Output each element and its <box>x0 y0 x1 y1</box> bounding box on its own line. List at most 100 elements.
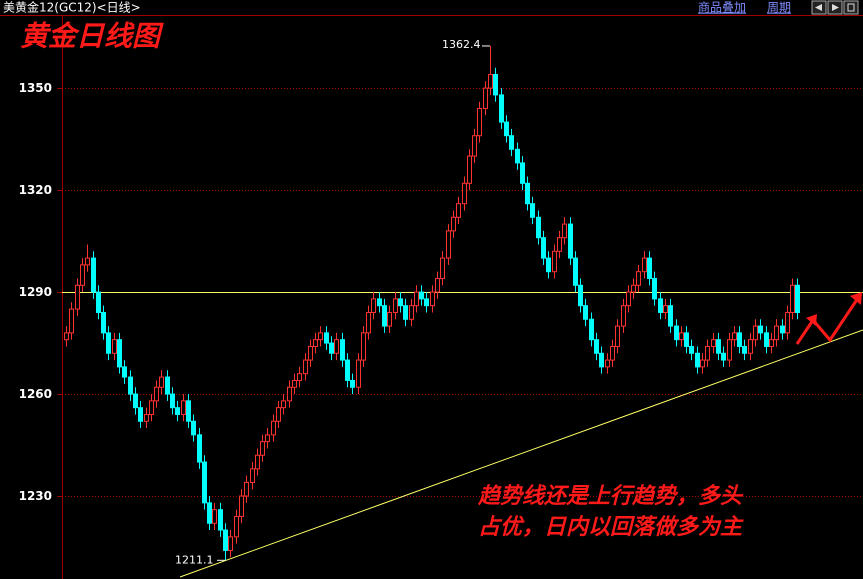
high-label: 1362.4 <box>442 38 481 51</box>
candle-body <box>509 135 514 150</box>
candle-body <box>780 325 785 334</box>
candle-body <box>313 339 318 347</box>
candle-body <box>621 305 626 327</box>
btn-zoom[interactable] <box>843 0 859 15</box>
candle-body <box>159 376 164 388</box>
candle-body <box>361 332 366 361</box>
candle-body <box>393 298 398 313</box>
candle-body <box>568 223 573 259</box>
candle-body <box>605 359 610 368</box>
candle-body <box>520 162 525 184</box>
y-tick-label: 1320 <box>19 183 52 197</box>
candle-body <box>700 359 705 368</box>
candle-body <box>764 332 769 347</box>
candle-body <box>181 400 186 415</box>
candle-body <box>541 237 546 259</box>
candle-body <box>610 345 615 361</box>
candle-body <box>112 339 117 354</box>
candle-body <box>493 74 498 96</box>
candle-body <box>435 277 440 293</box>
candle-body <box>652 277 657 300</box>
candle-body <box>297 373 302 381</box>
candle-body <box>91 257 96 293</box>
candle-body <box>658 298 663 313</box>
candle-body <box>239 495 244 517</box>
candle-body <box>451 216 456 232</box>
candle-body <box>753 325 758 341</box>
candle-body <box>419 291 424 300</box>
candle-body <box>387 311 392 327</box>
chart-title: 美黄金12(GC12)<日线> <box>3 0 141 15</box>
candle-body <box>668 305 673 327</box>
trend-drawing <box>179 292 863 578</box>
candle-body <box>170 393 175 409</box>
arrow-head <box>806 314 817 326</box>
candle-body <box>281 400 286 409</box>
candle-body <box>96 291 101 313</box>
candle-body <box>504 121 509 137</box>
annotation-title: 黄金日线图 <box>20 20 164 53</box>
candle-body <box>324 332 329 344</box>
candle-body <box>149 400 154 415</box>
candle-body <box>85 257 90 266</box>
menu-period[interactable]: 周期 <box>767 1 791 15</box>
candle-body <box>101 311 106 334</box>
candle-body <box>260 441 265 456</box>
candle-body <box>711 339 716 347</box>
candle-body <box>398 298 403 307</box>
candle-body <box>287 386 292 402</box>
candle-body <box>477 108 482 137</box>
forecast-arrow <box>795 297 860 345</box>
candle-body <box>175 407 180 415</box>
candle-body <box>488 74 493 89</box>
candle-body <box>727 339 732 361</box>
candle-body <box>255 454 260 470</box>
candles <box>64 45 800 561</box>
candle-body <box>589 318 594 341</box>
candle-body <box>742 345 747 354</box>
candle-body <box>75 284 80 310</box>
candle-body <box>689 345 694 354</box>
candle-body <box>345 359 350 381</box>
candle-body <box>557 237 562 252</box>
candle-body <box>467 155 472 184</box>
candle-body <box>769 339 774 347</box>
grid: 1230 1260 1290 1320 1350 <box>19 81 863 503</box>
candle-body <box>191 420 196 436</box>
icon <box>847 3 855 12</box>
candle-body <box>334 339 339 354</box>
candle-body <box>228 536 233 551</box>
candle-body <box>525 182 530 205</box>
candle-body <box>318 332 323 341</box>
candle-body <box>377 298 382 307</box>
candle-body <box>276 407 281 422</box>
candle-body <box>244 481 249 497</box>
candle-body <box>186 400 191 422</box>
candle-body <box>578 284 583 307</box>
candle-body <box>207 502 212 524</box>
candle-body <box>212 509 217 524</box>
y-tick-label: 1260 <box>19 387 52 401</box>
y-tick-label: 1230 <box>19 489 52 503</box>
candle-body <box>546 257 551 273</box>
candle-body <box>197 434 202 463</box>
candle-body <box>144 413 149 422</box>
candle-body <box>748 339 753 354</box>
icon <box>815 4 822 11</box>
candle-body <box>356 359 361 388</box>
annotation-text: 占优，日内以回落做多为主 <box>478 514 744 540</box>
candle-body <box>64 332 69 341</box>
candle-body <box>684 332 689 347</box>
candle-body <box>705 345 710 361</box>
menu-overlay[interactable]: 商品叠加 <box>698 0 746 15</box>
candle-body <box>128 376 133 395</box>
candle-body <box>234 515 239 538</box>
candle-body <box>573 257 578 286</box>
candle-body <box>499 94 504 123</box>
candle-body <box>271 420 276 436</box>
candle-body <box>292 379 297 388</box>
candle-body <box>350 379 355 388</box>
candle-body <box>371 298 376 313</box>
candle-body <box>366 311 371 334</box>
candle-body <box>106 332 111 354</box>
